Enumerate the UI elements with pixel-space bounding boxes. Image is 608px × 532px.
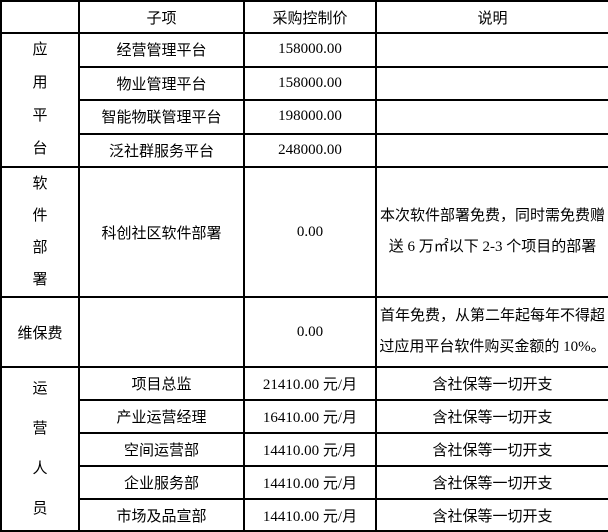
table-row: 市场及品宣部 14410.00 元/月 含社保等一切开支 xyxy=(1,498,608,532)
item-cell: 经营管理平台 xyxy=(78,32,245,68)
category-label: 运营人员 xyxy=(32,381,48,517)
table-row: 智能物联管理平台 198000.00 xyxy=(1,99,608,135)
price-cell: 14410.00 元/月 xyxy=(243,432,377,467)
price-cell: 14410.00 元/月 xyxy=(243,498,377,532)
note-cell: 含社保等一切开支 xyxy=(375,498,608,532)
category-label: 应用平台 xyxy=(32,42,48,157)
header-cell-subitem: 子项 xyxy=(78,0,245,34)
price-cell: 16410.00 元/月 xyxy=(243,399,377,434)
item-cell: 物业管理平台 xyxy=(78,65,245,101)
note-cell xyxy=(375,132,608,168)
note-cell: 含社保等一切开支 xyxy=(375,399,608,434)
table-row: 维保费 0.00 首年免费，从第二年起每年不得超过应用平台软件购买金额的 10%… xyxy=(0,296,608,368)
table-row: 应用平台 经营管理平台 158000.00 xyxy=(0,32,608,168)
category-label: 软件部署 xyxy=(32,176,48,288)
item-cell: 项目总监 xyxy=(78,366,245,401)
note-cell xyxy=(375,99,608,135)
price-cell: 158000.00 xyxy=(243,32,377,68)
item-cell: 智能物联管理平台 xyxy=(78,99,245,135)
category-cell-operations-staff: 运营人员 xyxy=(0,366,80,532)
category-cell-software-deployment: 软件部署 xyxy=(0,166,80,298)
note-cell: 含社保等一切开支 xyxy=(375,432,608,467)
item-cell: 泛社群服务平台 xyxy=(78,132,245,168)
table-row: 运营人员 项目总监 21410.00 元/月 含社保等一切开支 xyxy=(0,366,608,532)
note-cell xyxy=(375,65,608,101)
header-cell-category xyxy=(0,0,80,34)
header-cell-note: 说明 xyxy=(375,0,608,34)
table-row: 物业管理平台 158000.00 xyxy=(1,65,608,101)
header-row: 子项 采购控制价 说明 xyxy=(0,0,608,34)
item-cell: 市场及品宣部 xyxy=(78,498,245,532)
table-row: 软件部署 科创社区软件部署 0.00 本次软件部署免费，同时需免费赠送 6 万㎡… xyxy=(0,166,608,298)
note-cell: 含社保等一切开支 xyxy=(375,366,608,401)
item-cell: 科创社区软件部署 xyxy=(78,166,245,298)
price-cell: 248000.00 xyxy=(243,132,377,168)
price-cell: 14410.00 元/月 xyxy=(243,465,377,500)
price-cell: 0.00 xyxy=(243,166,377,298)
item-cell: 企业服务部 xyxy=(78,465,245,500)
note-cell: 含社保等一切开支 xyxy=(375,465,608,500)
price-cell: 0.00 xyxy=(243,296,377,368)
header-cell-control-price: 采购控制价 xyxy=(243,0,377,34)
item-cell: 产业运营经理 xyxy=(78,399,245,434)
item-cell: 空间运营部 xyxy=(78,432,245,467)
table-row: 空间运营部 14410.00 元/月 含社保等一切开支 xyxy=(1,432,608,467)
price-cell: 198000.00 xyxy=(243,99,377,135)
price-cell: 21410.00 元/月 xyxy=(243,366,377,401)
table-row: 企业服务部 14410.00 元/月 含社保等一切开支 xyxy=(1,465,608,500)
table-row: 产业运营经理 16410.00 元/月 含社保等一切开支 xyxy=(1,399,608,434)
note-cell: 本次软件部署免费，同时需免费赠送 6 万㎡以下 2-3 个项目的部署 xyxy=(375,166,608,298)
item-cell xyxy=(78,296,245,368)
category-cell-maintenance-fee: 维保费 xyxy=(0,296,80,368)
table-row: 泛社群服务平台 248000.00 xyxy=(1,132,608,168)
note-cell: 首年免费，从第二年起每年不得超过应用平台软件购买金额的 10%。 xyxy=(375,296,608,368)
price-cell: 158000.00 xyxy=(243,65,377,101)
note-cell xyxy=(375,32,608,68)
category-cell-application-platform: 应用平台 xyxy=(0,32,80,168)
